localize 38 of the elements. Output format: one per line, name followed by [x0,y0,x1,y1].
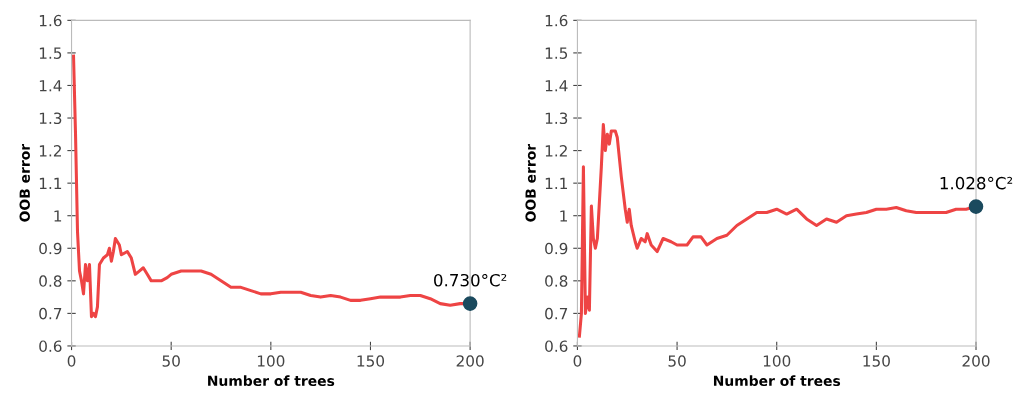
x-tick-label: 100 [763,355,791,367]
y-tick-label: 0.6 [39,340,62,352]
y-tick-label: 1.2 [545,145,567,157]
y-tick-label: 1.4 [545,80,568,92]
x-tick-label: 150 [863,355,890,367]
y-tick-label: 1.5 [39,47,62,59]
y-tick-label: 1.6 [545,14,568,27]
x-axis-title: Number of trees [713,375,841,387]
y-tick-label: 0.7 [39,307,62,320]
y-tick-label: 1.3 [39,112,62,125]
y-tick-label: 1.1 [39,177,62,189]
y-tick-label: 0.8 [39,275,62,287]
y-tick-label: 1.4 [39,80,62,92]
y-axis-title: OOB error [525,143,536,222]
annotation: 0.730°C² [434,273,507,287]
annotation: 1.028°C² [940,176,1013,190]
y-tick-label: 0.6 [545,340,568,352]
y-tick-label: 0.9 [545,242,568,255]
x-tick-label: 50 [162,355,180,367]
x-tick-label: 150 [357,355,385,367]
x-tick-label: 0 [573,355,582,367]
y-tick-label: 0.9 [39,242,62,255]
y-tick-label: 1.1 [545,177,567,189]
x-tick-label: 100 [257,355,285,367]
x-tick-label: 0 [67,355,76,367]
y-tick-label: 1.5 [545,47,568,59]
x-axis-title: Number of trees [208,375,335,387]
y-axis-title: OOB error [19,143,30,222]
y-tick-label: 1 [54,210,62,222]
x-tick-label: 200 [962,355,990,367]
y-tick-label: 1 [560,210,567,222]
y-tick-label: 1.3 [545,112,568,125]
y-tick-label: 1.6 [39,14,62,27]
y-tick-label: 1.2 [39,145,61,157]
y-tick-label: 0.7 [545,307,568,320]
y-tick-label: 0.8 [545,275,568,287]
x-tick-label: 50 [668,355,686,367]
x-tick-label: 200 [456,355,484,367]
